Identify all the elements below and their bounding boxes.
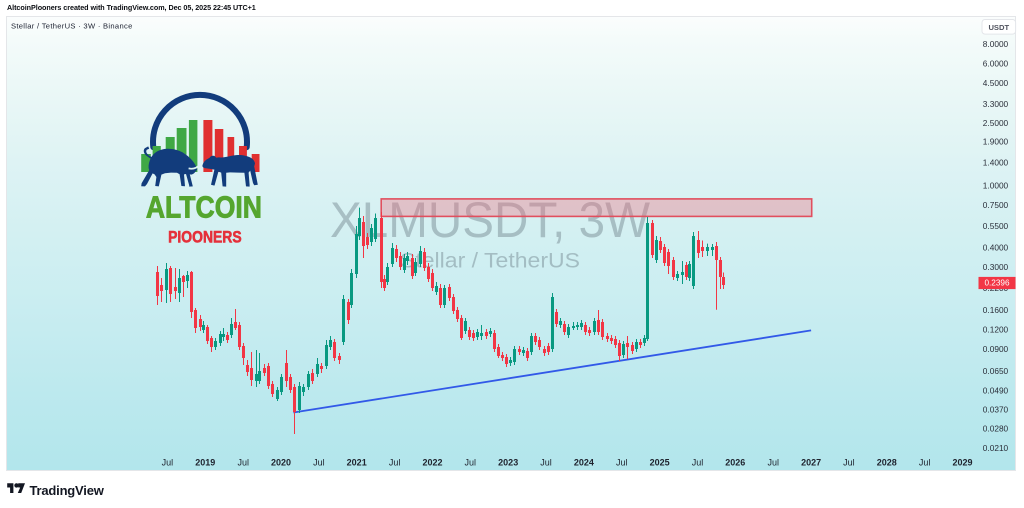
svg-text:Jul: Jul	[313, 457, 325, 467]
svg-text:0.3000: 0.3000	[983, 262, 1009, 272]
svg-text:8.0000: 8.0000	[983, 39, 1009, 49]
svg-text:2027: 2027	[801, 457, 821, 467]
svg-text:1.9000: 1.9000	[983, 137, 1009, 147]
svg-text:2026: 2026	[725, 457, 745, 467]
svg-text:Jul: Jul	[692, 457, 704, 467]
svg-text:2023: 2023	[498, 457, 518, 467]
svg-text:2019: 2019	[195, 457, 215, 467]
svg-text:3.3000: 3.3000	[983, 99, 1009, 109]
svg-text:2028: 2028	[877, 457, 897, 467]
svg-text:Jul: Jul	[919, 457, 931, 467]
svg-text:2.5000: 2.5000	[983, 118, 1009, 128]
svg-text:0.4000: 0.4000	[983, 243, 1009, 253]
svg-text:1.0000: 1.0000	[983, 180, 1009, 190]
svg-text:0.1200: 0.1200	[983, 324, 1009, 334]
svg-text:1.4000: 1.4000	[983, 157, 1009, 167]
svg-text:2024: 2024	[574, 457, 594, 467]
svg-text:6.0000: 6.0000	[983, 59, 1009, 69]
svg-text:Jul: Jul	[767, 457, 779, 467]
svg-text:Jul: Jul	[465, 457, 477, 467]
svg-text:ALTCOIN: ALTCOIN	[146, 189, 262, 224]
svg-text:0.1600: 0.1600	[983, 305, 1009, 315]
svg-text:0.2396: 0.2396	[984, 279, 1009, 288]
svg-text:Jul: Jul	[162, 457, 174, 467]
svg-text:XLMUSDT, 3W: XLMUSDT, 3W	[330, 192, 651, 248]
svg-text:0.0650: 0.0650	[983, 366, 1009, 376]
svg-text:Jul: Jul	[540, 457, 552, 467]
svg-text:0.5500: 0.5500	[983, 221, 1009, 231]
svg-text:2021: 2021	[347, 457, 367, 467]
svg-text:0.0370: 0.0370	[983, 404, 1009, 414]
svg-text:Jul: Jul	[389, 457, 401, 467]
svg-text:0.7500: 0.7500	[983, 200, 1009, 210]
svg-text:2020: 2020	[271, 457, 291, 467]
svg-text:2025: 2025	[650, 457, 670, 467]
svg-text:0.0490: 0.0490	[983, 385, 1009, 395]
svg-text:Jul: Jul	[616, 457, 628, 467]
svg-text:PIOONERS: PIOONERS	[168, 228, 242, 246]
svg-text:Jul: Jul	[843, 457, 855, 467]
svg-text:0.0280: 0.0280	[983, 423, 1009, 433]
svg-text:USDT: USDT	[988, 23, 1009, 32]
svg-text:4.5000: 4.5000	[983, 78, 1009, 88]
svg-text:0.0900: 0.0900	[983, 344, 1009, 354]
svg-text:2022: 2022	[422, 457, 442, 467]
svg-text:Jul: Jul	[237, 457, 249, 467]
svg-text:Stellar / TetherUS · 3W · Bina: Stellar / TetherUS · 3W · Binance	[11, 22, 133, 31]
svg-text:0.0210: 0.0210	[983, 443, 1009, 453]
svg-text:2029: 2029	[952, 457, 972, 467]
